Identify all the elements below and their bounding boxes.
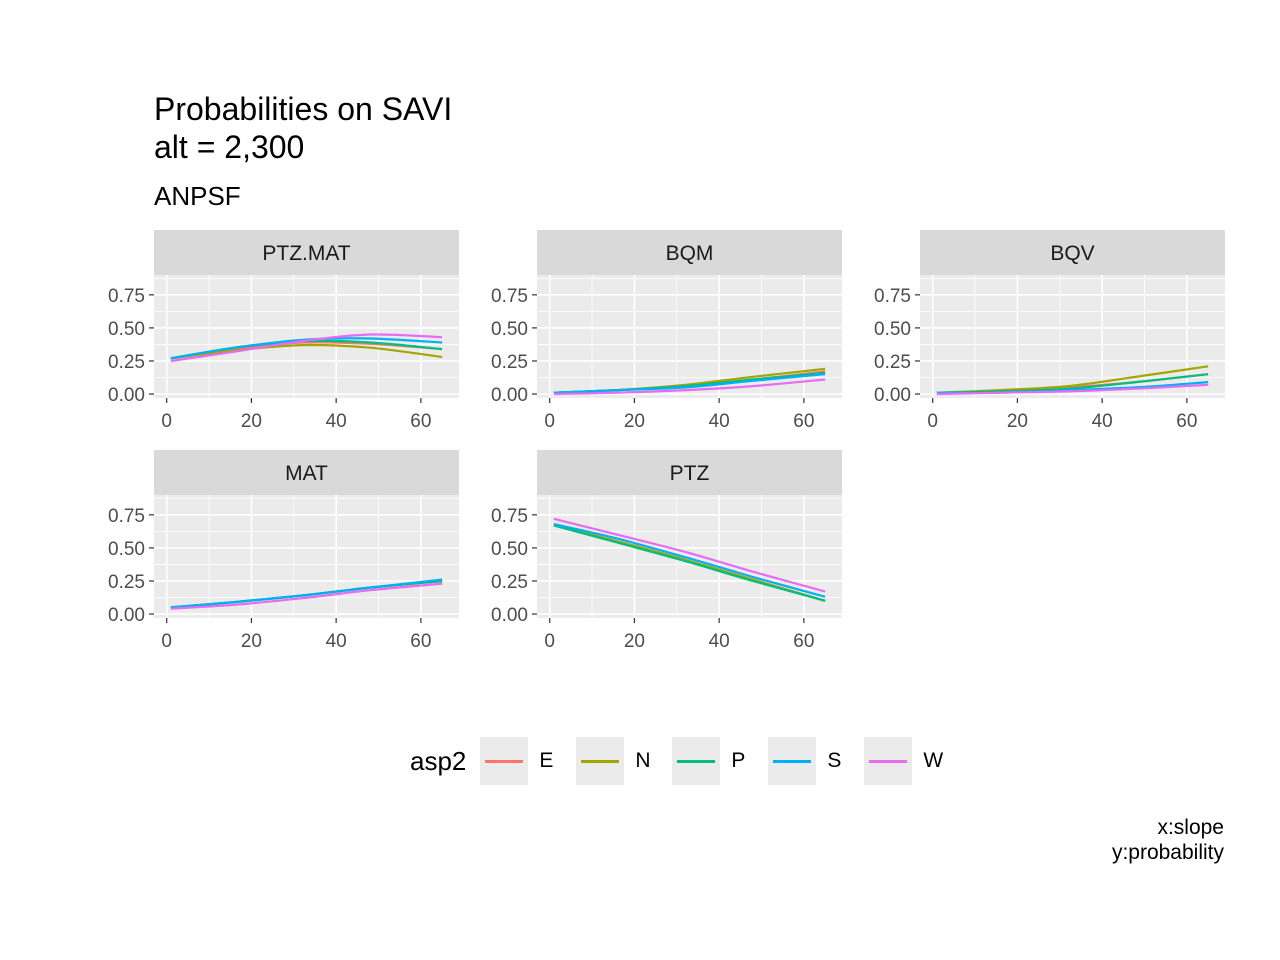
y-tick-label: 0.00 xyxy=(108,605,145,626)
x-tick-label: 0 xyxy=(544,411,555,432)
y-tick-label: 0.25 xyxy=(874,352,911,373)
x-tick-label: 20 xyxy=(624,411,645,432)
y-tick-label: 0.00 xyxy=(491,605,528,626)
legend-line-n xyxy=(581,760,620,763)
strip-label-ptz-mat: PTZ.MAT xyxy=(262,242,350,265)
legend-line-s xyxy=(773,760,812,763)
series-line-ptz-mat-n xyxy=(170,343,443,360)
y-tick-label: 0.50 xyxy=(108,539,145,560)
y-tick-label: 0.25 xyxy=(108,352,145,373)
legend-label-w: W xyxy=(923,749,944,772)
x-tick-label: 20 xyxy=(241,411,262,432)
y-tick-label: 0.25 xyxy=(491,572,528,593)
legend-item-s: S xyxy=(768,737,864,785)
series-line-mat-w xyxy=(170,582,443,610)
legend-label-n: N xyxy=(635,749,651,772)
y-tick-label: 0.50 xyxy=(874,319,911,340)
y-tick-label: 0.50 xyxy=(108,319,145,340)
x-tick-label: 40 xyxy=(709,631,730,652)
title-line-2: alt = 2,300 xyxy=(154,129,305,165)
legend-label-s: S xyxy=(827,749,842,772)
y-tick-label: 0.00 xyxy=(491,385,528,406)
y-tick-label: 0.50 xyxy=(491,319,528,340)
x-tick-label: 0 xyxy=(927,411,938,432)
legend: asp2 E N P S W xyxy=(410,736,960,786)
legend-key-s xyxy=(768,737,817,785)
x-tick-label: 40 xyxy=(709,411,730,432)
legend-label-p: P xyxy=(731,749,746,772)
caption-x: x:slope xyxy=(1157,816,1224,839)
legend-item-n: N xyxy=(576,737,672,785)
series-line-ptz-s xyxy=(553,523,826,598)
series-line-ptz-p xyxy=(553,524,826,602)
y-tick-label: 0.00 xyxy=(108,385,145,406)
y-tick-label: 0.75 xyxy=(874,286,911,307)
strip-label-ptz: PTZ xyxy=(670,462,710,485)
legend-line-e xyxy=(485,760,524,763)
x-tick-label: 60 xyxy=(1176,411,1197,432)
legend-item-p: P xyxy=(672,737,768,785)
series-line-bqm-w xyxy=(553,378,826,396)
strip-ptz-mat xyxy=(154,230,459,275)
legend-item-w: W xyxy=(864,737,960,785)
series-line-ptz-mat-w xyxy=(170,333,443,363)
x-tick-label: 60 xyxy=(793,411,814,432)
x-tick-label: 20 xyxy=(1007,411,1028,432)
x-tick-label: 0 xyxy=(544,631,555,652)
panel-bg-ptz xyxy=(537,495,842,618)
y-tick-label: 0.75 xyxy=(491,286,528,307)
caption: x:slope y:probability xyxy=(1112,815,1224,865)
y-tick-label: 0.50 xyxy=(491,539,528,560)
strip-mat xyxy=(154,450,459,495)
series-line-mat-s xyxy=(170,578,443,609)
legend-key-n xyxy=(576,737,625,785)
legend-label-e: E xyxy=(539,749,554,772)
legend-title: asp2 xyxy=(410,745,467,776)
panel-bg-mat xyxy=(154,495,459,618)
x-tick-label: 0 xyxy=(161,631,172,652)
x-tick-label: 40 xyxy=(1092,411,1113,432)
y-tick-label: 0.25 xyxy=(491,352,528,373)
y-tick-label: 0.75 xyxy=(108,506,145,527)
legend-line-w xyxy=(869,760,908,763)
strip-label-mat: MAT xyxy=(285,462,328,485)
x-tick-label: 20 xyxy=(624,631,645,652)
strip-bqm xyxy=(537,230,842,275)
strip-label-bqv: BQV xyxy=(1050,242,1094,265)
legend-key-e xyxy=(480,737,529,785)
legend-key-w xyxy=(864,737,913,785)
chart-subtitle: ANPSF xyxy=(154,181,241,211)
series-line-bqv-w xyxy=(936,383,1209,396)
panel-bg-bqm xyxy=(537,275,842,398)
series-line-ptz-w xyxy=(553,517,826,593)
chart-title: Probabilities on SAVI alt = 2,300 xyxy=(154,90,452,166)
strip-bqv xyxy=(920,230,1225,275)
strip-label-bqm: BQM xyxy=(666,242,714,265)
caption-y: y:probability xyxy=(1111,841,1224,864)
x-tick-label: 60 xyxy=(410,411,431,432)
series-line-bqm-s xyxy=(553,373,826,394)
legend-line-p xyxy=(677,760,716,763)
y-tick-label: 0.75 xyxy=(108,286,145,307)
x-tick-label: 40 xyxy=(326,411,347,432)
y-tick-label: 0.25 xyxy=(108,572,145,593)
y-tick-label: 0.00 xyxy=(874,385,911,406)
x-tick-label: 40 xyxy=(326,631,347,652)
y-tick-label: 0.75 xyxy=(491,506,528,527)
x-tick-label: 20 xyxy=(241,631,262,652)
panel-bg-bqv xyxy=(920,275,1225,398)
legend-key-p xyxy=(672,737,721,785)
x-tick-label: 0 xyxy=(161,411,172,432)
legend-item-e: E xyxy=(480,737,576,785)
x-tick-label: 60 xyxy=(410,631,431,652)
title-line-1: Probabilities on SAVI xyxy=(154,91,453,127)
x-tick-label: 60 xyxy=(793,631,814,652)
strip-ptz xyxy=(537,450,842,495)
series-line-ptz-mat-s xyxy=(170,337,443,360)
